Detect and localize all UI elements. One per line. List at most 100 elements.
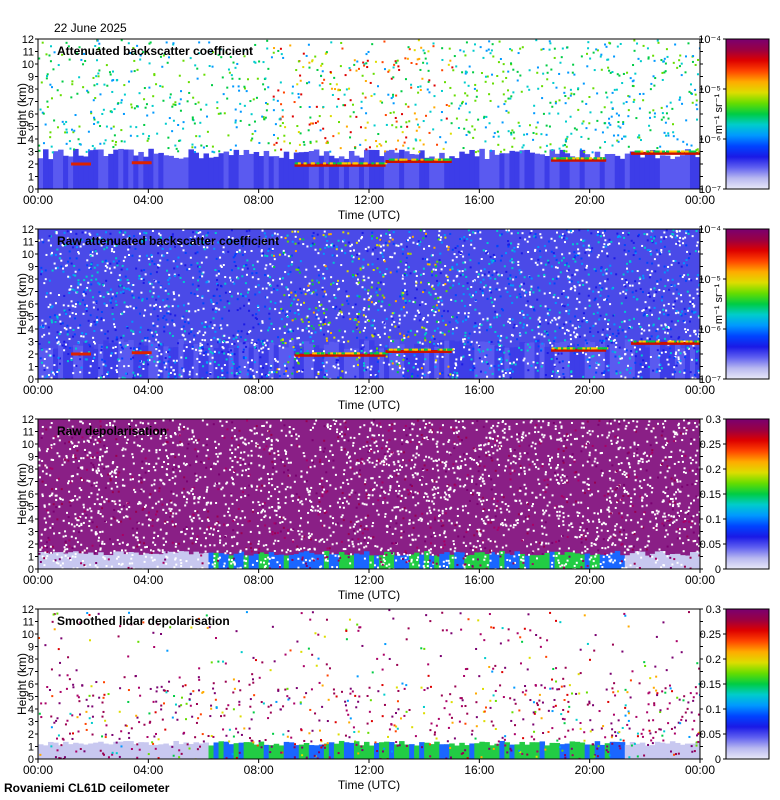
signal-pixel	[356, 273, 359, 276]
signal-pixel	[596, 119, 599, 122]
signal-pixel	[416, 368, 419, 371]
signal-pixel	[697, 333, 700, 336]
signal-pixel	[439, 272, 442, 275]
signal-pixel	[232, 85, 235, 88]
cloud-edge	[402, 158, 406, 161]
signal-pixel	[279, 124, 282, 127]
boundary-layer-cell	[489, 150, 495, 189]
boundary-layer-cell	[429, 342, 435, 379]
signal-pixel	[220, 56, 223, 59]
signal-pixel	[38, 149, 41, 152]
signal-pixel	[238, 365, 241, 368]
signal-pixel	[143, 314, 146, 317]
signal-pixel	[383, 309, 386, 312]
signal-pixel	[209, 362, 212, 365]
signal-pixel	[205, 103, 208, 106]
signal-pixel	[498, 40, 501, 43]
signal-pixel	[664, 121, 667, 124]
signal-pixel	[364, 326, 367, 329]
cloud-edge	[369, 352, 373, 355]
signal-pixel	[507, 111, 510, 114]
signal-pixel	[296, 125, 299, 128]
cloud-edge	[556, 157, 560, 160]
signal-pixel	[98, 236, 101, 239]
signal-pixel	[341, 336, 344, 339]
signal-pixel	[322, 319, 325, 322]
signal-pixel	[482, 318, 485, 321]
signal-pixel	[402, 371, 405, 374]
signal-pixel	[688, 149, 691, 152]
signal-pixel	[537, 318, 540, 321]
signal-pixel	[138, 366, 141, 369]
signal-pixel	[272, 51, 275, 54]
boundary-layer-cell	[624, 153, 631, 189]
signal-pixel	[364, 315, 367, 318]
signal-pixel	[609, 336, 612, 339]
signal-pixel	[159, 234, 162, 237]
cloud-edge	[577, 347, 581, 350]
signal-pixel	[558, 147, 561, 150]
signal-pixel	[646, 268, 649, 271]
signal-pixel	[205, 281, 208, 284]
boundary-layer-cell	[589, 158, 596, 189]
signal-pixel	[168, 277, 171, 280]
signal-pixel	[230, 229, 233, 232]
signal-pixel	[605, 313, 608, 316]
signal-pixel	[402, 144, 405, 147]
signal-pixel	[302, 238, 305, 241]
signal-pixel	[406, 125, 409, 128]
signal-pixel	[359, 267, 362, 270]
signal-pixel	[518, 125, 521, 128]
signal-pixel	[274, 358, 277, 361]
signal-pixel	[159, 305, 162, 308]
signal-pixel	[215, 367, 218, 370]
signal-pixel	[671, 233, 674, 236]
signal-pixel	[586, 264, 589, 267]
signal-pixel	[605, 337, 608, 340]
signal-pixel	[447, 374, 450, 377]
signal-pixel	[87, 319, 90, 322]
signal-pixel	[320, 303, 323, 306]
signal-pixel	[408, 48, 411, 51]
signal-pixel	[162, 299, 165, 302]
signal-pixel	[352, 256, 355, 259]
signal-pixel	[357, 363, 360, 366]
signal-pixel	[150, 254, 153, 257]
signal-pixel	[667, 326, 670, 329]
signal-pixel	[490, 259, 493, 262]
signal-pixel	[267, 373, 270, 376]
signal-pixel	[136, 68, 139, 71]
signal-pixel	[177, 274, 180, 277]
signal-pixel	[486, 242, 489, 245]
signal-pixel	[355, 282, 358, 285]
signal-pixel	[174, 314, 177, 317]
signal-pixel	[646, 47, 649, 50]
signal-pixel	[489, 255, 492, 258]
signal-pixel	[174, 260, 177, 263]
cloud-edge	[437, 348, 441, 351]
signal-pixel	[221, 346, 224, 349]
signal-pixel	[345, 290, 348, 293]
cloud-edge	[673, 340, 677, 343]
signal-pixel	[557, 275, 560, 278]
signal-pixel	[162, 99, 165, 102]
signal-pixel	[628, 319, 631, 322]
signal-pixel	[653, 112, 656, 115]
boundary-layer-cell	[248, 153, 255, 189]
signal-pixel	[76, 286, 79, 289]
signal-pixel	[474, 322, 477, 325]
signal-pixel	[483, 286, 486, 289]
signal-pixel	[544, 150, 547, 153]
boundary-layer-cell	[288, 338, 295, 379]
signal-pixel	[646, 261, 649, 264]
boundary-layer-cell	[519, 342, 525, 379]
signal-pixel	[308, 123, 311, 126]
signal-pixel	[49, 303, 52, 306]
signal-pixel	[278, 327, 281, 330]
signal-pixel	[271, 265, 274, 268]
signal-pixel	[683, 307, 686, 310]
signal-pixel	[99, 351, 102, 354]
signal-pixel	[398, 314, 401, 317]
signal-pixel	[283, 363, 286, 366]
boundary-layer-cell	[43, 348, 49, 379]
